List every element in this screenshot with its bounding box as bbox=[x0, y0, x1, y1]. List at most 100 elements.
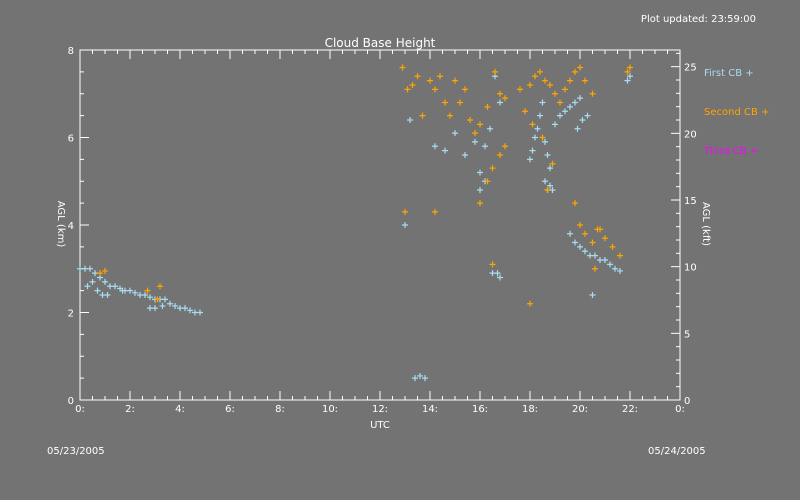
data-point bbox=[557, 99, 563, 106]
data-point bbox=[84, 283, 91, 290]
chart-title: Cloud Base Height bbox=[325, 36, 436, 50]
y-tick-label: 2 bbox=[68, 309, 74, 320]
y2-tick-label: 10 bbox=[684, 263, 697, 274]
data-point bbox=[579, 117, 586, 123]
y2-tick-label: 15 bbox=[684, 196, 697, 207]
data-point bbox=[602, 257, 608, 263]
data-point bbox=[182, 305, 188, 312]
data-point bbox=[447, 112, 453, 119]
legend-entry: Third CB + bbox=[703, 146, 758, 157]
data-point bbox=[557, 112, 563, 119]
data-point bbox=[552, 90, 558, 97]
data-point bbox=[547, 165, 553, 172]
end-date: 05/24/2005 bbox=[648, 446, 706, 457]
data-point bbox=[167, 300, 173, 307]
series-second-cb bbox=[97, 64, 633, 307]
data-point bbox=[482, 143, 488, 150]
data-point bbox=[187, 307, 193, 314]
data-point bbox=[407, 117, 413, 123]
x-tick-label: 4: bbox=[175, 404, 185, 415]
data-point bbox=[404, 86, 411, 93]
x-tick-label: 18: bbox=[522, 404, 538, 415]
data-point bbox=[539, 99, 546, 106]
data-point bbox=[502, 95, 508, 102]
data-point bbox=[607, 261, 613, 268]
data-point bbox=[532, 134, 538, 141]
data-point bbox=[104, 292, 111, 298]
y2-tick-label: 20 bbox=[684, 129, 697, 140]
data-point bbox=[572, 239, 578, 246]
data-point bbox=[94, 287, 101, 294]
data-point bbox=[529, 147, 536, 154]
data-point bbox=[417, 372, 423, 379]
data-point bbox=[577, 95, 583, 102]
data-point bbox=[602, 235, 608, 242]
data-point bbox=[594, 226, 601, 233]
data-point bbox=[119, 287, 126, 294]
data-point bbox=[589, 90, 596, 97]
x-tick-label: 10: bbox=[322, 404, 338, 415]
data-point bbox=[197, 309, 203, 316]
data-point bbox=[432, 143, 438, 150]
data-point bbox=[112, 283, 118, 290]
data-point bbox=[552, 121, 558, 128]
data-point bbox=[97, 270, 103, 277]
data-point bbox=[562, 108, 568, 115]
data-point bbox=[497, 274, 503, 281]
data-point bbox=[562, 86, 568, 93]
data-point bbox=[539, 134, 546, 141]
data-point bbox=[402, 208, 408, 215]
data-point bbox=[422, 375, 428, 382]
start-date: 05/23/2005 bbox=[47, 446, 105, 457]
data-point bbox=[592, 265, 598, 272]
data-point bbox=[544, 152, 551, 158]
data-point bbox=[572, 99, 578, 106]
data-point bbox=[502, 143, 508, 150]
data-point bbox=[537, 112, 543, 119]
data-point bbox=[484, 103, 491, 110]
y-axis-label: AGL (km) bbox=[55, 201, 66, 248]
data-point bbox=[522, 108, 528, 115]
data-point bbox=[497, 99, 503, 106]
plot-frame bbox=[79, 49, 681, 401]
data-point bbox=[147, 294, 153, 301]
y2-tick-label: 5 bbox=[684, 329, 690, 340]
data-point bbox=[617, 252, 623, 259]
data-point bbox=[537, 68, 543, 75]
data-point bbox=[472, 130, 478, 137]
data-point bbox=[477, 187, 483, 193]
x-tick-label: 0: bbox=[675, 404, 685, 415]
data-point bbox=[412, 375, 418, 382]
data-point bbox=[529, 121, 536, 128]
data-point bbox=[582, 248, 588, 255]
data-point bbox=[589, 292, 596, 298]
y2-tick-label: 0 bbox=[684, 396, 690, 407]
data-point bbox=[159, 302, 166, 309]
data-point bbox=[399, 64, 406, 71]
data-point bbox=[457, 99, 463, 106]
data-point bbox=[477, 169, 483, 176]
data-point bbox=[492, 68, 498, 75]
data-point bbox=[542, 178, 548, 185]
data-point bbox=[547, 182, 553, 189]
data-point bbox=[589, 239, 596, 246]
data-point bbox=[89, 278, 96, 285]
data-point bbox=[157, 283, 163, 290]
y2-tick-label: 25 bbox=[684, 63, 697, 74]
data-point bbox=[627, 64, 633, 71]
plot-updated-time: Plot updated: 23:59:00 bbox=[640, 14, 756, 25]
data-point bbox=[494, 270, 501, 277]
data-point bbox=[577, 243, 583, 250]
data-point bbox=[472, 138, 478, 145]
data-point bbox=[577, 64, 583, 71]
data-point bbox=[549, 160, 556, 167]
legend-entry: Second CB + bbox=[704, 107, 769, 118]
y-tick-label: 4 bbox=[68, 221, 74, 232]
data-point bbox=[577, 222, 583, 228]
data-points bbox=[77, 64, 633, 382]
data-point bbox=[462, 86, 468, 93]
data-point bbox=[544, 187, 551, 193]
data-point bbox=[487, 125, 493, 132]
data-point bbox=[432, 86, 438, 93]
